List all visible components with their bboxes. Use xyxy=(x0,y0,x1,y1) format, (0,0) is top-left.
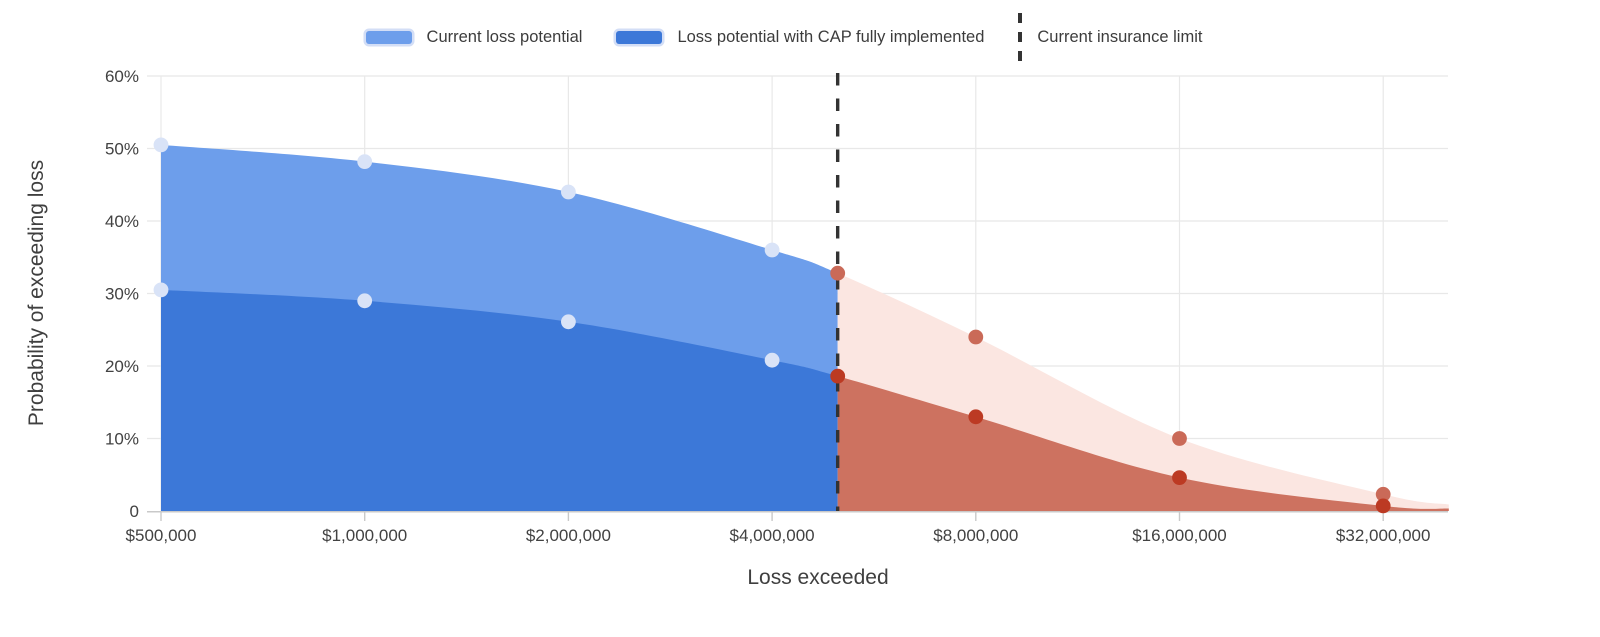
area-cap-beyond-limit xyxy=(837,376,1449,511)
legend-item-current-loss-potential: Current loss potential xyxy=(365,27,583,47)
legend-item-insurance-limit: Current insurance limit xyxy=(1018,13,1202,61)
data-point-marker-current xyxy=(830,265,846,281)
y-tick-label: 0 xyxy=(130,502,139,521)
data-point-marker-cap xyxy=(1172,470,1187,485)
x-axis-title: Loss exceeded xyxy=(747,566,889,589)
y-tick-label: 60% xyxy=(105,67,139,86)
data-point-marker-cap xyxy=(764,352,780,368)
chart-legend: Current loss potential Loss potential wi… xyxy=(0,12,1584,62)
data-point-marker-cap xyxy=(1375,498,1391,514)
x-tick-label: $4,000,000 xyxy=(730,526,815,545)
legend-label: Current insurance limit xyxy=(1037,27,1203,46)
data-point-marker-current xyxy=(1172,431,1187,446)
data-point-marker-cap xyxy=(830,368,846,384)
data-point-marker-cap xyxy=(153,282,169,298)
data-point-marker-current xyxy=(764,242,780,258)
data-point-marker-cap xyxy=(561,314,576,330)
area-swatch-icon xyxy=(365,30,412,44)
data-point-marker-current xyxy=(968,329,984,345)
x-tick-label: $16,000,000 xyxy=(1132,526,1227,545)
x-tick-label: $2,000,000 xyxy=(526,526,611,545)
area-swatch-icon xyxy=(616,30,663,44)
x-tick-label: $500,000 xyxy=(126,526,197,545)
legend-label: Current loss potential xyxy=(426,27,583,46)
legend-label: Loss potential with CAP fully implemente… xyxy=(677,27,985,46)
y-tick-label: 50% xyxy=(105,140,139,159)
dashed-line-icon xyxy=(1018,13,1023,61)
x-tick-label: $32,000,000 xyxy=(1336,526,1431,545)
data-point-marker-current xyxy=(357,154,373,170)
legend-item-cap-loss-potential: Loss potential with CAP fully implemente… xyxy=(616,28,984,47)
x-tick-label: $1,000,000 xyxy=(322,526,407,545)
data-point-marker-cap xyxy=(357,293,373,309)
y-tick-label: 20% xyxy=(105,357,139,376)
y-tick-label: 10% xyxy=(105,430,139,449)
data-point-marker-current xyxy=(561,184,576,200)
x-tick-label: $8,000,000 xyxy=(933,526,1018,545)
data-point-marker-current xyxy=(153,137,169,153)
data-point-marker-cap xyxy=(968,409,984,425)
y-tick-label: 30% xyxy=(105,285,139,304)
data-point-marker-current xyxy=(1375,486,1391,502)
area-cap-below-limit xyxy=(161,289,838,511)
y-tick-label: 40% xyxy=(105,212,139,231)
